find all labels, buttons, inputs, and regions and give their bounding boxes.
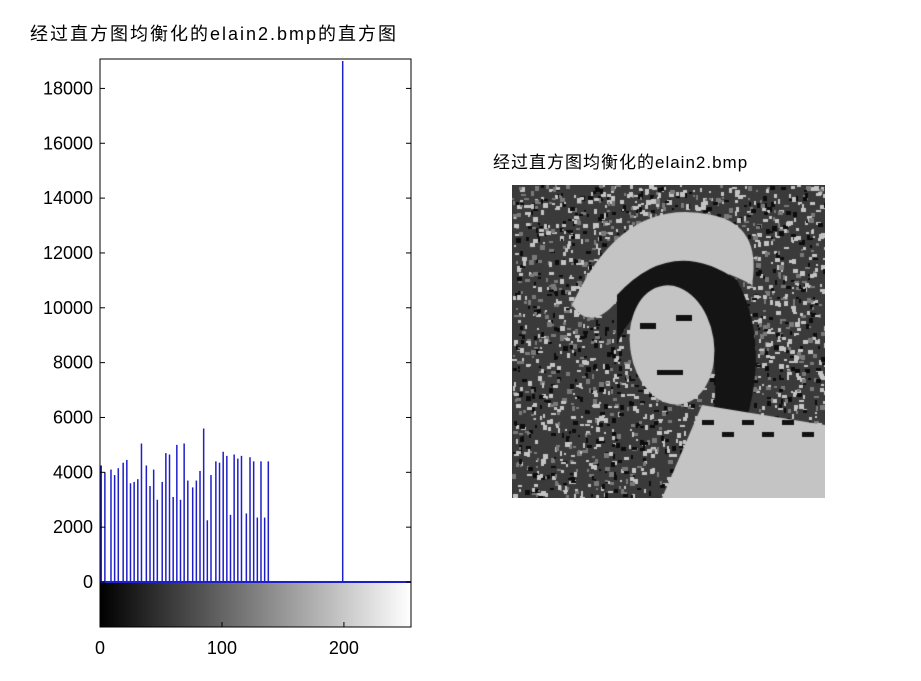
y-tick-label: 18000	[43, 78, 93, 98]
y-tick-label: 6000	[53, 407, 93, 427]
y-axis: 0 2000 4000 6000 8000 10000 12000 14000 16000 180…	[43, 78, 411, 592]
y-tick-label: 8000	[53, 353, 93, 373]
image-title: 经过直方图均衡化的elain2.bmp	[493, 153, 749, 172]
x-axis: 0 100 200	[95, 622, 359, 658]
y-tick-label: 4000	[53, 462, 93, 482]
y-tick-label: 2000	[53, 517, 93, 537]
plot-background	[100, 59, 411, 627]
x-tick-label: 200	[329, 638, 359, 658]
histogram-title: 经过直方图均衡化的elain2.bmp的直方图	[30, 24, 399, 44]
y-tick-label: 0	[83, 572, 93, 592]
y-tick-label: 10000	[43, 298, 93, 318]
axes-box	[99, 58, 412, 628]
y-tick-label: 14000	[43, 188, 93, 208]
histogram-bars	[100, 61, 344, 582]
y-tick-label: 12000	[43, 243, 93, 263]
histogram-chart: 0200040006000800010000120001400016000180…	[43, 58, 412, 658]
x-tick-label: 0	[95, 638, 105, 658]
equalized-image	[512, 185, 825, 498]
x-tick-label: 100	[207, 638, 237, 658]
y-tick-label: 16000	[43, 133, 93, 153]
colorbar	[100, 583, 411, 627]
